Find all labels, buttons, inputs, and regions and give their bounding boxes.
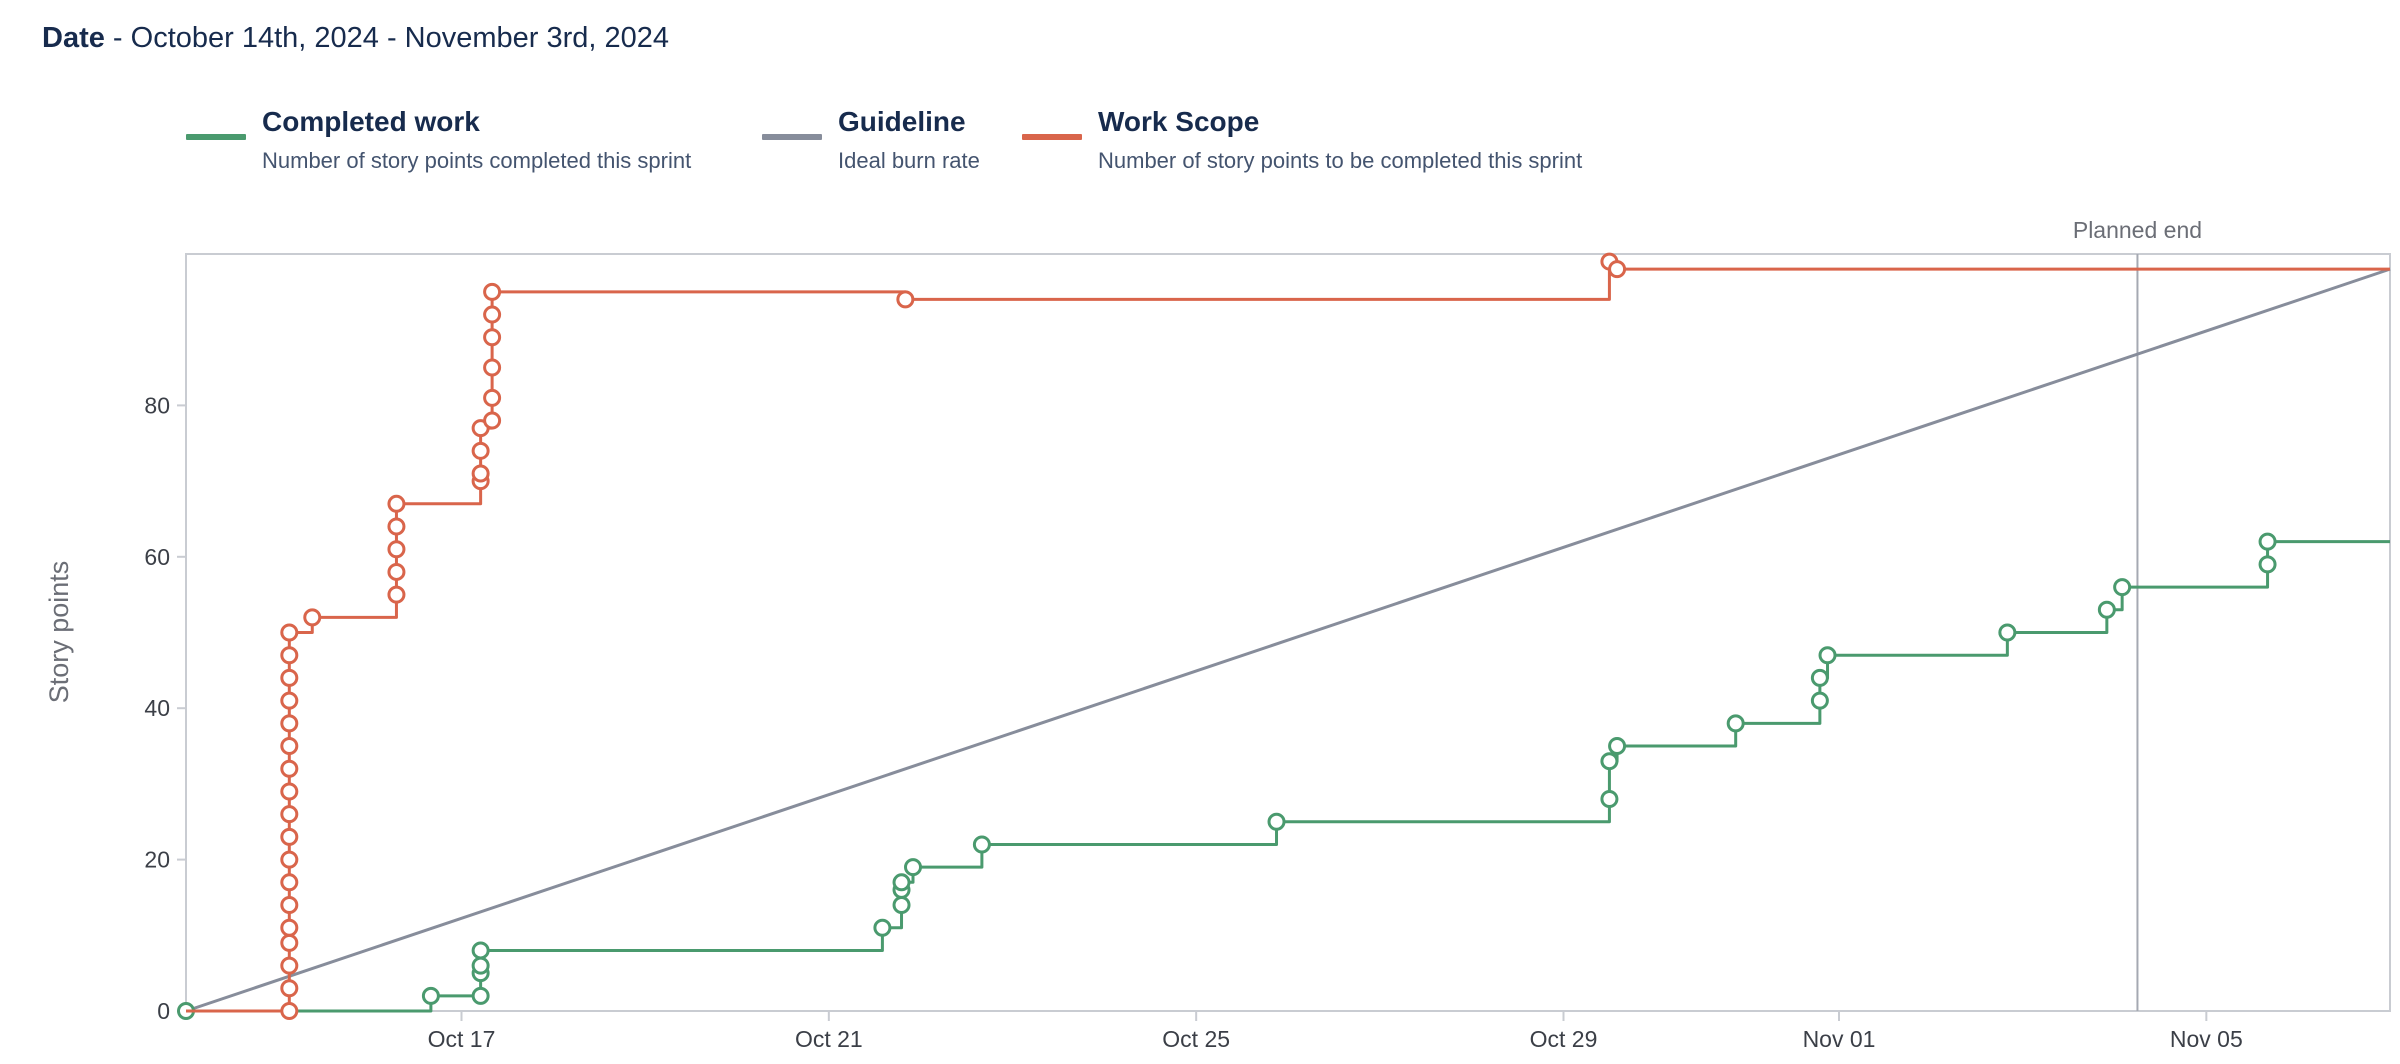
data-point-completed-work[interactable] bbox=[1812, 693, 1827, 708]
data-point-work-scope[interactable] bbox=[898, 292, 913, 307]
data-point-work-scope[interactable] bbox=[485, 307, 500, 322]
series-work-scope bbox=[186, 254, 2390, 1018]
x-axis-ticks: Oct 17 Oct 21 Oct 25 Oct 29 Nov 01 Nov 05 bbox=[428, 1011, 2243, 1052]
series bbox=[179, 254, 2391, 1018]
y-tick-label: 20 bbox=[144, 847, 170, 873]
data-point-completed-work[interactable] bbox=[1812, 670, 1827, 685]
data-point-completed-work[interactable] bbox=[2260, 557, 2275, 572]
data-point-completed-work[interactable] bbox=[473, 958, 488, 973]
data-point-completed-work[interactable] bbox=[2260, 534, 2275, 549]
data-point-completed-work[interactable] bbox=[906, 860, 921, 875]
data-point-work-scope[interactable] bbox=[473, 466, 488, 481]
data-point-work-scope[interactable] bbox=[282, 829, 297, 844]
data-point-completed-work[interactable] bbox=[974, 837, 989, 852]
data-point-work-scope[interactable] bbox=[485, 360, 500, 375]
data-point-work-scope[interactable] bbox=[485, 284, 500, 299]
data-point-completed-work[interactable] bbox=[1610, 739, 1625, 754]
data-point-completed-work[interactable] bbox=[2115, 580, 2130, 595]
y-axis-title: Story points bbox=[44, 561, 74, 704]
data-point-work-scope[interactable] bbox=[282, 693, 297, 708]
data-point-work-scope[interactable] bbox=[485, 330, 500, 345]
data-point-work-scope[interactable] bbox=[389, 542, 404, 557]
data-point-work-scope[interactable] bbox=[282, 716, 297, 731]
y-tick-label: 40 bbox=[144, 695, 170, 721]
data-point-completed-work[interactable] bbox=[894, 875, 909, 890]
data-point-work-scope[interactable] bbox=[282, 739, 297, 754]
data-point-work-scope[interactable] bbox=[473, 443, 488, 458]
data-point-work-scope[interactable] bbox=[389, 496, 404, 511]
data-point-work-scope[interactable] bbox=[282, 920, 297, 935]
x-tick-label: Oct 17 bbox=[428, 1026, 496, 1052]
x-tick-label: Oct 29 bbox=[1530, 1026, 1598, 1052]
x-tick-label: Oct 25 bbox=[1162, 1026, 1230, 1052]
data-point-completed-work[interactable] bbox=[2099, 602, 2114, 617]
data-point-work-scope[interactable] bbox=[282, 875, 297, 890]
x-tick-label: Nov 01 bbox=[1803, 1026, 1876, 1052]
series-line-guideline bbox=[186, 269, 2390, 1011]
data-point-completed-work[interactable] bbox=[894, 898, 909, 913]
x-tick-label: Nov 05 bbox=[2170, 1026, 2243, 1052]
planned-end-label: Planned end bbox=[2073, 217, 2202, 243]
data-point-completed-work[interactable] bbox=[1728, 716, 1743, 731]
data-point-completed-work[interactable] bbox=[1269, 814, 1284, 829]
data-point-work-scope[interactable] bbox=[282, 761, 297, 776]
data-point-work-scope[interactable] bbox=[389, 564, 404, 579]
data-point-work-scope[interactable] bbox=[282, 625, 297, 640]
y-tick-label: 60 bbox=[144, 544, 170, 570]
data-point-work-scope[interactable] bbox=[389, 587, 404, 602]
data-point-completed-work[interactable] bbox=[1820, 648, 1835, 663]
data-point-completed-work[interactable] bbox=[1602, 754, 1617, 769]
series-completed-work bbox=[179, 534, 2391, 1018]
data-point-work-scope[interactable] bbox=[282, 852, 297, 867]
data-point-completed-work[interactable] bbox=[423, 988, 438, 1003]
data-point-work-scope[interactable] bbox=[282, 648, 297, 663]
data-point-work-scope[interactable] bbox=[282, 807, 297, 822]
data-point-completed-work[interactable] bbox=[875, 920, 890, 935]
series-guideline bbox=[186, 269, 2390, 1011]
data-point-work-scope[interactable] bbox=[282, 898, 297, 913]
y-tick-label: 80 bbox=[144, 392, 170, 418]
data-point-work-scope[interactable] bbox=[282, 935, 297, 950]
data-point-completed-work[interactable] bbox=[473, 943, 488, 958]
data-point-work-scope[interactable] bbox=[389, 519, 404, 534]
data-point-work-scope[interactable] bbox=[282, 1004, 297, 1019]
annotations: Planned end bbox=[2073, 217, 2202, 1011]
data-point-work-scope[interactable] bbox=[305, 610, 320, 625]
data-point-completed-work[interactable] bbox=[2000, 625, 2015, 640]
data-point-completed-work[interactable] bbox=[473, 988, 488, 1003]
data-point-work-scope[interactable] bbox=[1610, 262, 1625, 277]
data-point-completed-work[interactable] bbox=[1602, 792, 1617, 807]
data-point-work-scope[interactable] bbox=[282, 784, 297, 799]
data-point-work-scope[interactable] bbox=[282, 958, 297, 973]
series-line-completed-work bbox=[186, 542, 2390, 1011]
y-tick-label: 0 bbox=[157, 998, 170, 1024]
data-point-work-scope[interactable] bbox=[282, 981, 297, 996]
data-point-work-scope[interactable] bbox=[485, 413, 500, 428]
data-point-work-scope[interactable] bbox=[485, 390, 500, 405]
data-point-work-scope[interactable] bbox=[282, 670, 297, 685]
y-axis-ticks: 0 20 40 60 80 bbox=[144, 392, 186, 1024]
x-tick-label: Oct 21 bbox=[795, 1026, 863, 1052]
